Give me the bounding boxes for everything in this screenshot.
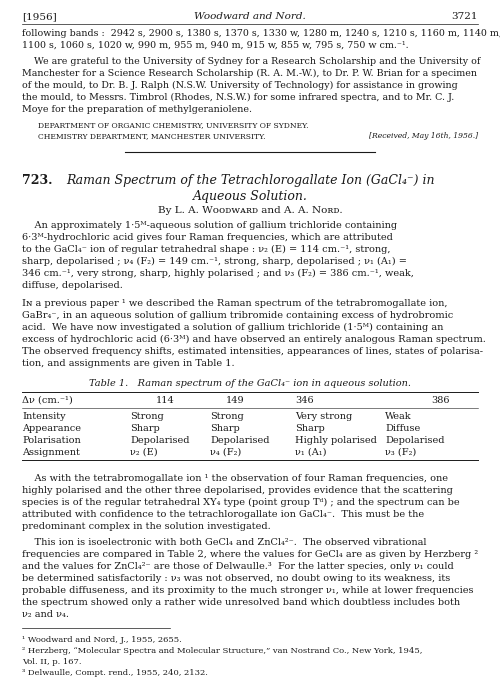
Text: be determined satisfactorily : ν₃ was not observed, no doubt owing to its weakne: be determined satisfactorily : ν₃ was no… bbox=[22, 574, 450, 583]
Text: tion, and assignments are given in Table 1.: tion, and assignments are given in Table… bbox=[22, 359, 234, 368]
Text: 114: 114 bbox=[156, 396, 174, 405]
Text: ν₂ (E): ν₂ (E) bbox=[130, 448, 158, 457]
Text: GaBr₄⁻, in an aqueous solution of gallium tribromide containing excess of hydrob: GaBr₄⁻, in an aqueous solution of galliu… bbox=[22, 311, 453, 320]
Text: CHEMISTRY DEPARTMENT, MANCHESTER UNIVERSITY.: CHEMISTRY DEPARTMENT, MANCHESTER UNIVERS… bbox=[38, 132, 266, 140]
Text: ν₂ and ν₄.: ν₂ and ν₄. bbox=[22, 610, 69, 619]
Text: 3721: 3721 bbox=[452, 12, 478, 21]
Text: and the values for ZnCl₄²⁻ are those of Delwaulle.³  For the latter species, onl: and the values for ZnCl₄²⁻ are those of … bbox=[22, 562, 454, 571]
Text: 149: 149 bbox=[226, 396, 244, 405]
Text: 6·3ᴹ-hydrochloric acid gives four Raman frequencies, which are attributed: 6·3ᴹ-hydrochloric acid gives four Raman … bbox=[22, 233, 393, 242]
Text: We are grateful to the University of Sydney for a Research Scholarship and the U: We are grateful to the University of Syd… bbox=[22, 57, 480, 66]
Text: following bands :  2942 s, 2900 s, 1380 s, 1370 s, 1330 w, 1280 m, 1240 s, 1210 : following bands : 2942 s, 2900 s, 1380 s… bbox=[22, 29, 500, 38]
Text: ν₃ (F₂): ν₃ (F₂) bbox=[385, 448, 416, 457]
Text: Aqueous Solution.: Aqueous Solution. bbox=[192, 190, 308, 203]
Text: The observed frequency shifts, estimated intensities, appearances of lines, stat: The observed frequency shifts, estimated… bbox=[22, 347, 483, 356]
Text: species is of the regular tetrahedral XY₄ type (point group Tᵈ) ; and the spectr: species is of the regular tetrahedral XY… bbox=[22, 498, 460, 507]
Text: Highly polarised: Highly polarised bbox=[295, 436, 377, 445]
Text: Depolarised: Depolarised bbox=[210, 436, 270, 445]
Text: Raman Spectrum of the Tetrachlorogallate Ion (GaCl₄⁻) in: Raman Spectrum of the Tetrachlorogallate… bbox=[66, 174, 434, 187]
Text: Strong: Strong bbox=[210, 412, 244, 421]
Text: [Received, May 16th, 1956.]: [Received, May 16th, 1956.] bbox=[369, 132, 478, 140]
Text: ¹ Woodward and Nord, J., 1955, 2655.: ¹ Woodward and Nord, J., 1955, 2655. bbox=[22, 636, 182, 644]
Text: This ion is isoelectronic with both GeCl₄ and ZnCl₄²⁻.  The observed vibrational: This ion is isoelectronic with both GeCl… bbox=[22, 538, 426, 547]
Text: DEPARTMENT OF ORGANIC CHEMISTRY, UNIVERSITY OF SYDNEY.: DEPARTMENT OF ORGANIC CHEMISTRY, UNIVERS… bbox=[38, 121, 308, 129]
Text: acid.  We have now investigated a solution of gallium trichloride (1·5ᴹ) contain: acid. We have now investigated a solutio… bbox=[22, 323, 444, 332]
Text: Sharp: Sharp bbox=[210, 424, 240, 433]
Text: Assignment: Assignment bbox=[22, 448, 80, 457]
Text: ν₄ (F₂): ν₄ (F₂) bbox=[210, 448, 241, 457]
Text: By L. A. Wᴏᴏᴅᴡᴀʀᴅ and A. A. Nᴏʀᴅ.: By L. A. Wᴏᴏᴅᴡᴀʀᴅ and A. A. Nᴏʀᴅ. bbox=[158, 206, 342, 215]
Text: the mould, to Messrs. Timbrol (Rhodes, N.S.W.) for some infrared spectra, and to: the mould, to Messrs. Timbrol (Rhodes, N… bbox=[22, 93, 454, 102]
Text: Vol. II, p. 167.: Vol. II, p. 167. bbox=[22, 658, 82, 666]
Text: diffuse, depolarised.: diffuse, depolarised. bbox=[22, 281, 123, 290]
Text: 723.: 723. bbox=[22, 174, 52, 187]
Text: Δν (cm.⁻¹): Δν (cm.⁻¹) bbox=[22, 396, 73, 405]
Text: to the GaCl₄⁻ ion of regular tetrahedral shape : ν₂ (E) = 114 cm.⁻¹, strong,: to the GaCl₄⁻ ion of regular tetrahedral… bbox=[22, 245, 390, 254]
Text: frequencies are compared in Table 2, where the values for GeCl₄ are as given by : frequencies are compared in Table 2, whe… bbox=[22, 550, 478, 559]
Text: ³ Delwaulle, Compt. rend., 1955, 240, 2132.: ³ Delwaulle, Compt. rend., 1955, 240, 21… bbox=[22, 669, 208, 677]
Text: of the mould, to Dr. B. J. Ralph (N.S.W. University of Technology) for assistanc: of the mould, to Dr. B. J. Ralph (N.S.W.… bbox=[22, 81, 458, 90]
Text: 346 cm.⁻¹, very strong, sharp, highly polarised ; and ν₃ (F₂) = 386 cm.⁻¹, weak,: 346 cm.⁻¹, very strong, sharp, highly po… bbox=[22, 269, 414, 278]
Text: Depolarised: Depolarised bbox=[385, 436, 444, 445]
Text: Table 1.   Raman spectrum of the GaCl₄⁻ ion in aqueous solution.: Table 1. Raman spectrum of the GaCl₄⁻ io… bbox=[89, 379, 411, 388]
Text: probable diffuseness, and its proximity to the much stronger ν₁, while at lower : probable diffuseness, and its proximity … bbox=[22, 586, 473, 595]
Text: Intensity: Intensity bbox=[22, 412, 66, 421]
Text: attributed with confidence to the tetrachlorogallate ion GaCl₄⁻.  This must be t: attributed with confidence to the tetrac… bbox=[22, 510, 424, 519]
Text: Sharp: Sharp bbox=[130, 424, 160, 433]
Text: Moye for the preparation of methylgeraniolene.: Moye for the preparation of methylgerani… bbox=[22, 105, 252, 114]
Text: 386: 386 bbox=[431, 396, 449, 405]
Text: 1100 s, 1060 s, 1020 w, 990 m, 955 m, 940 m, 915 w, 855 w, 795 s, 750 w cm.⁻¹.: 1100 s, 1060 s, 1020 w, 990 m, 955 m, 94… bbox=[22, 41, 408, 50]
Text: ν₁ (A₁): ν₁ (A₁) bbox=[295, 448, 326, 457]
Text: predominant complex in the solution investigated.: predominant complex in the solution inve… bbox=[22, 522, 271, 531]
Text: Polarisation: Polarisation bbox=[22, 436, 81, 445]
Text: Diffuse: Diffuse bbox=[385, 424, 420, 433]
Text: [1956]: [1956] bbox=[22, 12, 57, 21]
Text: sharp, depolarised ; ν₄ (F₂) = 149 cm.⁻¹, strong, sharp, depolarised ; ν₁ (A₁) =: sharp, depolarised ; ν₄ (F₂) = 149 cm.⁻¹… bbox=[22, 257, 407, 266]
Text: As with the tetrabromogallate ion ¹ the observation of four Raman frequencies, o: As with the tetrabromogallate ion ¹ the … bbox=[22, 474, 448, 483]
Text: ² Herzberg, “Molecular Spectra and Molecular Structure,” van Nostrand Co., New Y: ² Herzberg, “Molecular Spectra and Molec… bbox=[22, 647, 422, 655]
Text: the spectrum showed only a rather wide unresolved band which doubtless includes : the spectrum showed only a rather wide u… bbox=[22, 598, 460, 607]
Text: Strong: Strong bbox=[130, 412, 164, 421]
Text: Depolarised: Depolarised bbox=[130, 436, 190, 445]
Text: An approximately 1·5ᴹ-aqueous solution of gallium trichloride containing: An approximately 1·5ᴹ-aqueous solution o… bbox=[22, 221, 397, 230]
Text: excess of hydrochloric acid (6·3ᴹ) and have observed an entirely analogous Raman: excess of hydrochloric acid (6·3ᴹ) and h… bbox=[22, 335, 486, 344]
Text: Woodward and Nord.: Woodward and Nord. bbox=[194, 12, 306, 21]
Text: 346: 346 bbox=[296, 396, 314, 405]
Text: Very strong: Very strong bbox=[295, 412, 352, 421]
Text: Sharp: Sharp bbox=[295, 424, 325, 433]
Text: Appearance: Appearance bbox=[22, 424, 81, 433]
Text: Weak: Weak bbox=[385, 412, 411, 421]
Text: highly polarised and the other three depolarised, provides evidence that the sca: highly polarised and the other three dep… bbox=[22, 486, 453, 495]
Text: Manchester for a Science Research Scholarship (R. A. M.-W.), to Dr. P. W. Brian : Manchester for a Science Research Schola… bbox=[22, 69, 477, 78]
Text: Iɴ a previous paper ¹ we described the Raman spectrum of the tetrabromogallate i: Iɴ a previous paper ¹ we described the R… bbox=[22, 299, 448, 308]
